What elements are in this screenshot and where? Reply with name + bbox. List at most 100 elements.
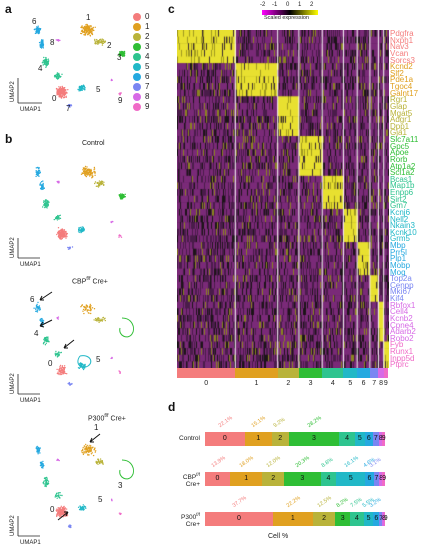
umap-cell-point <box>56 372 59 375</box>
umap-cell-point <box>47 340 50 342</box>
umap-cell-point <box>118 512 121 514</box>
umap-cell-point <box>91 452 93 454</box>
umap-cell-point <box>84 363 86 366</box>
umap-cell-point <box>66 373 68 375</box>
bar-segment <box>372 432 379 446</box>
umap-cell-point <box>121 54 123 56</box>
heatmap-scale-ticks: -2 -1 0 1 2 <box>260 2 322 10</box>
umap-a-label-6: 6 <box>32 17 37 26</box>
umap-cell-point <box>101 462 104 464</box>
umap-cell-point <box>38 449 40 451</box>
umap-cell-point <box>56 219 59 221</box>
gene-label: Top2a <box>390 274 412 284</box>
umap-a-points <box>33 23 126 108</box>
umap-cell-point <box>89 303 92 306</box>
umap-cell-point <box>80 229 82 231</box>
umap-cell-point <box>85 450 87 453</box>
umap-p300-y-label: UMAP2 <box>10 515 16 536</box>
umap-cell-point <box>88 170 91 172</box>
umap-cell-point <box>55 350 57 353</box>
bar-row-label: P300f/f Cre+ <box>150 511 200 528</box>
umap-cell-point <box>86 449 88 451</box>
umap-cell-point <box>58 235 60 237</box>
gene-label: Map1b <box>390 181 415 191</box>
umap-cell-point <box>47 201 49 204</box>
bar-segment <box>288 432 340 446</box>
heatmap-x-label: 8 <box>379 380 383 387</box>
umap-cell-point <box>45 479 47 481</box>
umap-cell-point <box>90 312 92 315</box>
umap-a-label-3: 3 <box>117 53 122 62</box>
umap-cell-point <box>85 26 87 28</box>
bar-percent-label: 16.1% <box>343 455 360 469</box>
umap-cell-point <box>47 62 49 64</box>
umap-cell-point <box>59 229 62 232</box>
umap-cell-point <box>60 351 62 354</box>
expression-heatmap <box>177 30 389 368</box>
bar-segment <box>244 432 272 446</box>
umap-a-label-4: 4 <box>38 64 43 73</box>
umap-cell-point <box>35 31 38 33</box>
umap-cell-point <box>121 198 124 200</box>
gene-label: Nav3 <box>390 42 409 52</box>
umap-cell-point <box>68 381 71 384</box>
heatmap-cluster-segment <box>298 368 323 378</box>
umap-cell-point <box>122 195 124 197</box>
umap-cell-point <box>119 371 121 373</box>
bar-percent-label: 15.1% <box>250 415 268 429</box>
umap-cell-point <box>103 318 106 320</box>
umap-cell-point <box>85 306 87 309</box>
umap-cell-point <box>78 231 80 234</box>
umap-cell-point <box>120 52 122 55</box>
gene-label: Rbfox1 <box>390 300 416 310</box>
umap-cell-point <box>101 460 103 463</box>
gene-label: Atp1a2 <box>390 161 416 171</box>
umap-cell-point <box>83 84 85 87</box>
umap-cell-point <box>45 66 47 68</box>
gene-label: Enpp6 <box>390 188 414 198</box>
umap-cell-point <box>61 96 63 98</box>
umap-cell-point <box>57 215 59 218</box>
umap-cell-point <box>59 513 61 516</box>
umap-cell-point <box>64 90 66 93</box>
umap-cell-point <box>58 373 60 376</box>
umap-cbp-label-5: 5 <box>96 355 101 364</box>
gene-label: Rgr1 <box>390 95 408 105</box>
umap-cell-point <box>102 184 105 186</box>
panel-letter-c: c <box>168 2 175 16</box>
heatmap-x-label: 5 <box>348 380 353 387</box>
umap-cell-point <box>90 30 92 32</box>
gene-label: Kcnd2 <box>390 62 413 72</box>
gene-label: Inpp5d <box>390 353 415 363</box>
bar-segment-label: 7 <box>374 475 379 482</box>
umap-cell-point <box>85 27 88 29</box>
umap-cell-point <box>95 450 97 452</box>
bar-segment <box>379 512 382 526</box>
bar-row-label: CBPf/f Cre+ <box>150 471 200 488</box>
umap-cell-point <box>96 38 98 41</box>
umap-cell-point <box>97 319 100 322</box>
bar-segment-label: 3 <box>311 435 316 442</box>
umap-cell-point <box>59 90 62 93</box>
umap-a-label-9: 9 <box>118 96 123 105</box>
umap-cell-point <box>94 182 96 185</box>
umap-cell-point <box>89 309 92 312</box>
umap-cell-point <box>45 63 47 65</box>
umap-cell-point <box>90 445 92 447</box>
gene-label: Pdgfra <box>390 29 414 38</box>
gene-label: Apoe <box>390 148 409 158</box>
umap-cell-point <box>86 24 89 26</box>
bar-segment <box>365 472 374 486</box>
umap-cell-point <box>102 39 105 41</box>
umap-cell-point <box>83 306 85 308</box>
umap-cell-point <box>47 58 50 60</box>
umap-cell-point <box>119 194 121 196</box>
heatmap-x-label: 3 <box>308 380 313 387</box>
umap-cell-point <box>61 85 63 88</box>
umap-cell-point <box>57 511 59 514</box>
umap-cell-point <box>121 52 124 54</box>
bar-segment-label: 1 <box>290 515 295 522</box>
umap-cell-point <box>41 466 43 469</box>
umap-cell-point <box>77 506 80 508</box>
umap-cell-point <box>39 171 41 174</box>
